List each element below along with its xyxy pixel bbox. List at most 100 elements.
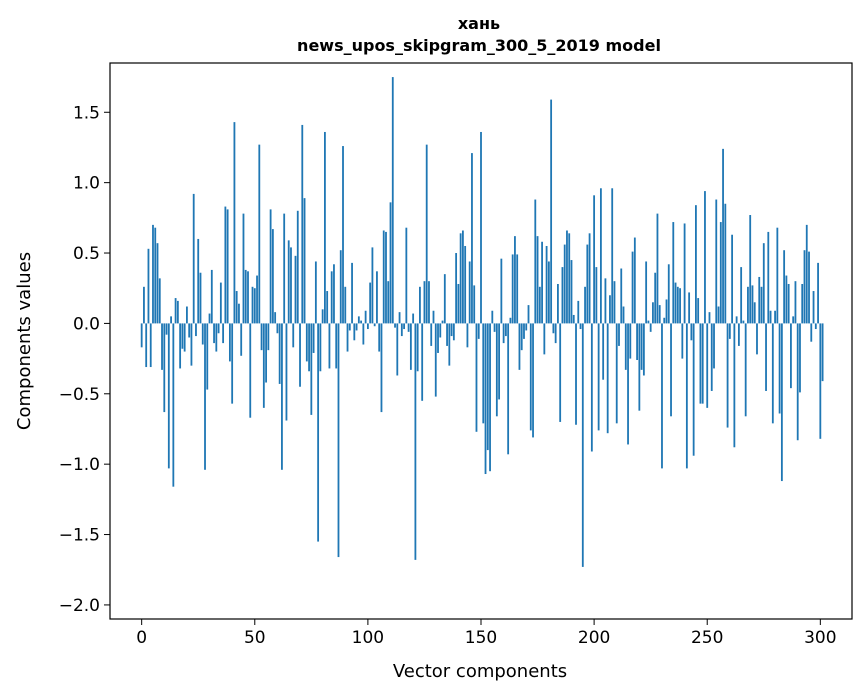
bar xyxy=(231,323,234,404)
bar xyxy=(296,210,299,324)
bar xyxy=(590,323,593,452)
bar xyxy=(566,230,568,324)
bar xyxy=(301,124,304,324)
bar xyxy=(394,323,396,328)
bar xyxy=(577,300,580,324)
bar xyxy=(396,323,399,376)
x-tick-label: 250 xyxy=(691,628,723,648)
bar xyxy=(434,323,437,397)
x-tick-label: 100 xyxy=(352,628,384,648)
x-tick-label: 300 xyxy=(804,628,836,648)
bar xyxy=(328,323,331,369)
bar xyxy=(688,292,691,324)
bar xyxy=(466,323,469,348)
bar xyxy=(611,188,614,324)
bar xyxy=(281,323,283,470)
bar xyxy=(794,281,797,324)
bar xyxy=(527,305,530,324)
bar xyxy=(726,323,729,428)
bar xyxy=(461,230,464,324)
bar xyxy=(758,276,761,324)
bar xyxy=(398,312,401,324)
y-tick-label: −2.0 xyxy=(59,596,100,616)
bar xyxy=(647,320,650,324)
bar xyxy=(502,323,505,344)
bar xyxy=(679,288,681,324)
bar xyxy=(335,323,338,369)
bar xyxy=(631,251,634,324)
bar xyxy=(740,267,743,324)
bar xyxy=(330,271,333,324)
bar xyxy=(147,248,150,324)
x-tick-label: 150 xyxy=(465,628,497,648)
bar xyxy=(143,286,145,324)
bar xyxy=(346,323,349,352)
bar xyxy=(663,317,666,324)
bar xyxy=(484,323,487,475)
bar xyxy=(260,323,263,351)
bar xyxy=(276,323,279,334)
bar xyxy=(534,199,537,324)
bar xyxy=(547,261,550,324)
bar xyxy=(416,323,419,372)
bar xyxy=(425,144,428,324)
bar xyxy=(210,269,213,324)
bar xyxy=(550,99,553,324)
bar xyxy=(443,274,446,324)
bar xyxy=(423,281,426,324)
bar xyxy=(145,323,148,368)
bar xyxy=(708,312,711,324)
bar xyxy=(649,323,652,332)
bar xyxy=(215,323,218,352)
bar xyxy=(369,282,372,324)
bar xyxy=(792,316,795,324)
bar xyxy=(821,323,824,382)
x-tick-label: 200 xyxy=(578,628,610,648)
bar xyxy=(446,323,448,346)
bar xyxy=(593,195,596,324)
bar xyxy=(769,310,772,324)
bar xyxy=(452,323,455,341)
bar xyxy=(256,275,258,324)
bar xyxy=(785,275,788,324)
bar xyxy=(385,231,387,324)
bar xyxy=(308,323,310,372)
bar xyxy=(581,323,584,567)
bar xyxy=(514,236,516,324)
bar xyxy=(685,323,688,469)
bar xyxy=(208,313,211,324)
bar xyxy=(536,236,539,324)
bar xyxy=(579,323,582,330)
bar xyxy=(366,323,369,330)
bar xyxy=(400,323,403,337)
bar xyxy=(459,233,462,324)
bar xyxy=(808,251,810,324)
bar xyxy=(509,317,512,324)
bar xyxy=(326,291,329,324)
bar xyxy=(412,313,415,324)
bar xyxy=(303,198,306,324)
bar xyxy=(174,298,177,324)
bar xyxy=(364,310,367,324)
bar xyxy=(744,323,747,417)
bar xyxy=(498,323,501,400)
bar xyxy=(475,323,478,432)
bar xyxy=(701,323,704,404)
bar xyxy=(430,323,433,346)
bar xyxy=(324,131,326,324)
bar xyxy=(455,253,458,324)
bar xyxy=(477,323,480,339)
bar xyxy=(790,323,792,389)
bar xyxy=(170,316,172,324)
bar xyxy=(271,229,274,324)
bar xyxy=(217,323,220,334)
bar xyxy=(262,323,265,408)
bar xyxy=(814,323,817,330)
bar xyxy=(235,291,238,324)
bar xyxy=(471,153,473,324)
bar xyxy=(776,227,779,324)
bar xyxy=(219,282,222,324)
bar xyxy=(713,323,715,369)
bar xyxy=(351,262,353,324)
bar xyxy=(595,267,598,324)
